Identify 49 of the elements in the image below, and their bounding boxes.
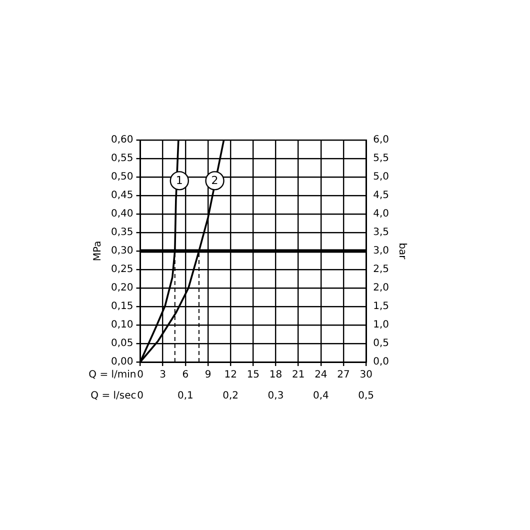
- x2-tick-label: 0,2: [222, 390, 239, 402]
- y2-tick-label: 1,5: [373, 301, 390, 312]
- y-tick-label: 0,55: [111, 153, 134, 164]
- x-tick-label: 30: [360, 370, 372, 381]
- y2-tick-label: 5,5: [373, 153, 390, 164]
- y2-tick-label: 1,0: [373, 320, 390, 331]
- y2-tick-label: 0,0: [373, 356, 390, 368]
- y-tick-label: 0,40: [111, 208, 134, 220]
- y2-tick-label: 3,0: [373, 246, 390, 257]
- x2-tick-label: 0,3: [268, 390, 284, 402]
- x-tick-label: 21: [292, 370, 305, 381]
- annotation: 2: [211, 174, 218, 188]
- y-tick-label: 0,50: [111, 172, 134, 183]
- x-axis-title: Q = l/min: [88, 370, 136, 381]
- y-tick-label: 0,10: [111, 320, 134, 331]
- x-tick-label: 6: [182, 370, 189, 381]
- x2-tick-label: 0: [137, 390, 144, 402]
- y-tick-label: 0,35: [111, 227, 134, 238]
- y-tick-label: 0,45: [111, 190, 134, 202]
- y2-tick-label: 6,0: [373, 134, 390, 146]
- x-tick-label: 0: [137, 370, 144, 381]
- y2-tick-label: 5,0: [373, 172, 390, 183]
- x2-axis-title: Q = l/sec: [90, 390, 136, 402]
- y2-tick-label: 4,5: [373, 190, 390, 202]
- x-tick-label: 9: [204, 370, 212, 381]
- y-tick-label: 0,25: [111, 264, 134, 276]
- y-axis-title: MPa: [92, 240, 104, 262]
- y-tick-label: 0,60: [111, 134, 134, 146]
- y2-tick-label: 2,0: [373, 282, 390, 294]
- y2-tick-label: 2,5: [373, 264, 390, 276]
- x-tick-label: 3: [160, 370, 166, 381]
- annotation: 1: [176, 174, 183, 188]
- y2-tick-label: 3,5: [373, 227, 390, 238]
- x-tick-label: 27: [337, 370, 350, 381]
- y-tick-label: 0,05: [111, 338, 134, 350]
- y-tick-label: 0,00: [111, 356, 134, 368]
- y2-tick-label: 0,5: [373, 338, 390, 350]
- x-tick-label: 24: [314, 370, 328, 381]
- x-tick-label: 15: [246, 370, 260, 381]
- x-tick-label: 18: [269, 370, 282, 381]
- y-tick-label: 0,15: [111, 301, 134, 312]
- y-tick-label: 0,30: [111, 246, 134, 257]
- x-tick-label: 12: [224, 370, 237, 381]
- x2-tick-label: 0,1: [177, 390, 194, 402]
- y2-axis-title: bar: [396, 242, 408, 260]
- x2-tick-label: 0,5: [358, 390, 374, 402]
- x2-tick-label: 0,4: [312, 390, 329, 402]
- y2-tick-label: 4,0: [373, 208, 390, 220]
- y-tick-label: 0,20: [111, 282, 134, 294]
